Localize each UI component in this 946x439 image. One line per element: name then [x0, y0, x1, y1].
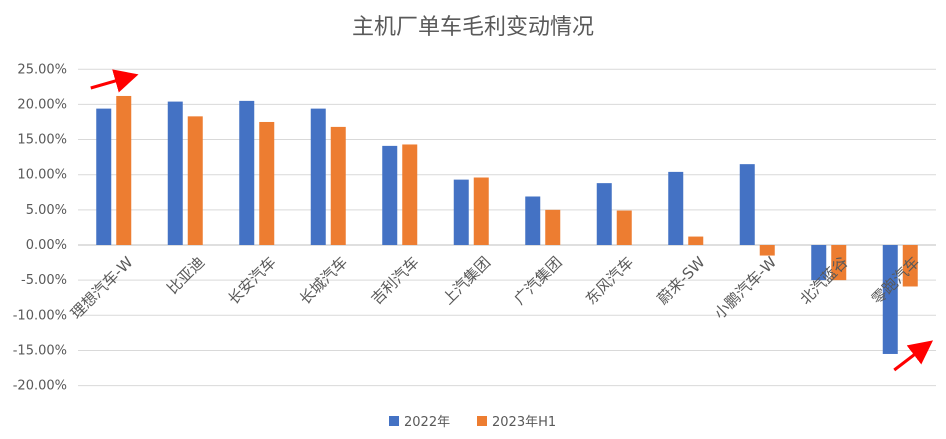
y-tick-label: -10.00% [13, 308, 67, 323]
y-tick-label: 0.00% [26, 238, 67, 253]
x-tick-label: 广汽集团 [510, 253, 565, 308]
bar-series-1 [811, 245, 827, 281]
bar-series-1 [882, 245, 898, 354]
x-tick-label: 吉利汽车 [367, 253, 422, 308]
gridlines [78, 68, 936, 387]
x-tick-label: 理想汽车-W [67, 253, 137, 323]
legend-swatch [389, 416, 399, 426]
bars [96, 95, 918, 354]
x-axis-labels: 理想汽车-W 比亚迪 长安汽车 长城汽车 吉利汽车 上汽集团 广汽集团 东风汽车 蔚来-SW 小鹏… [67, 253, 923, 323]
chart-title: 主机厂单车毛利变动情况 [352, 15, 594, 40]
annotations [90, 69, 934, 372]
bar-series-1 [382, 145, 398, 245]
bar-series-2 [545, 209, 561, 245]
y-tick-label: -15.00% [13, 343, 67, 358]
y-tick-label: 15.00% [17, 133, 67, 148]
y-tick-label: 25.00% [17, 62, 67, 77]
red-arrow-annotation [893, 340, 934, 372]
bar-series-1 [525, 196, 541, 245]
y-tick-label: 20.00% [17, 97, 67, 112]
x-tick-label: 长安汽车 [224, 253, 279, 308]
y-tick-label: -5.00% [21, 273, 67, 288]
bar-series-2 [473, 177, 489, 245]
y-tick-label: 5.00% [26, 203, 67, 218]
x-tick-label: 长城汽车 [296, 253, 351, 308]
bar-series-2 [616, 210, 632, 245]
bar-series-1 [668, 171, 684, 245]
bar-series-2 [688, 236, 704, 245]
bar-series-1 [167, 101, 183, 245]
bar-series-2 [330, 126, 346, 245]
bar-series-1 [239, 100, 255, 245]
red-arrow-annotation [90, 69, 139, 93]
bar-series-2 [402, 144, 418, 245]
legend-label: 2023年H1 [492, 415, 556, 430]
bar-series-2 [187, 116, 203, 245]
bar-series-2 [831, 245, 847, 281]
bar-series-1 [310, 108, 326, 245]
bar-series-2 [759, 245, 775, 256]
bar-series-1 [453, 179, 469, 245]
legend-swatch [477, 416, 487, 426]
x-tick-label: 东风汽车 [582, 253, 637, 308]
y-axis-ticks: 25.00% 20.00% 15.00% 10.00% 5.00% 0.00% -5.00%… [13, 62, 67, 393]
bar-series-1 [739, 164, 755, 245]
legend: 2022年 2023年H1 [389, 415, 556, 430]
bar-series-1 [96, 108, 112, 245]
legend-label: 2022年 [404, 415, 450, 430]
y-tick-label: -20.00% [13, 379, 67, 394]
x-tick-label: 比亚迪 [164, 253, 209, 298]
bar-series-2 [902, 245, 918, 287]
bar-series-1 [596, 183, 612, 245]
x-tick-label: 上汽集团 [439, 253, 494, 308]
bar-series-2 [259, 121, 275, 245]
bar-series-2 [116, 95, 132, 246]
x-tick-label: 小鹏汽车-W [711, 253, 781, 323]
y-tick-label: 10.00% [17, 168, 67, 183]
